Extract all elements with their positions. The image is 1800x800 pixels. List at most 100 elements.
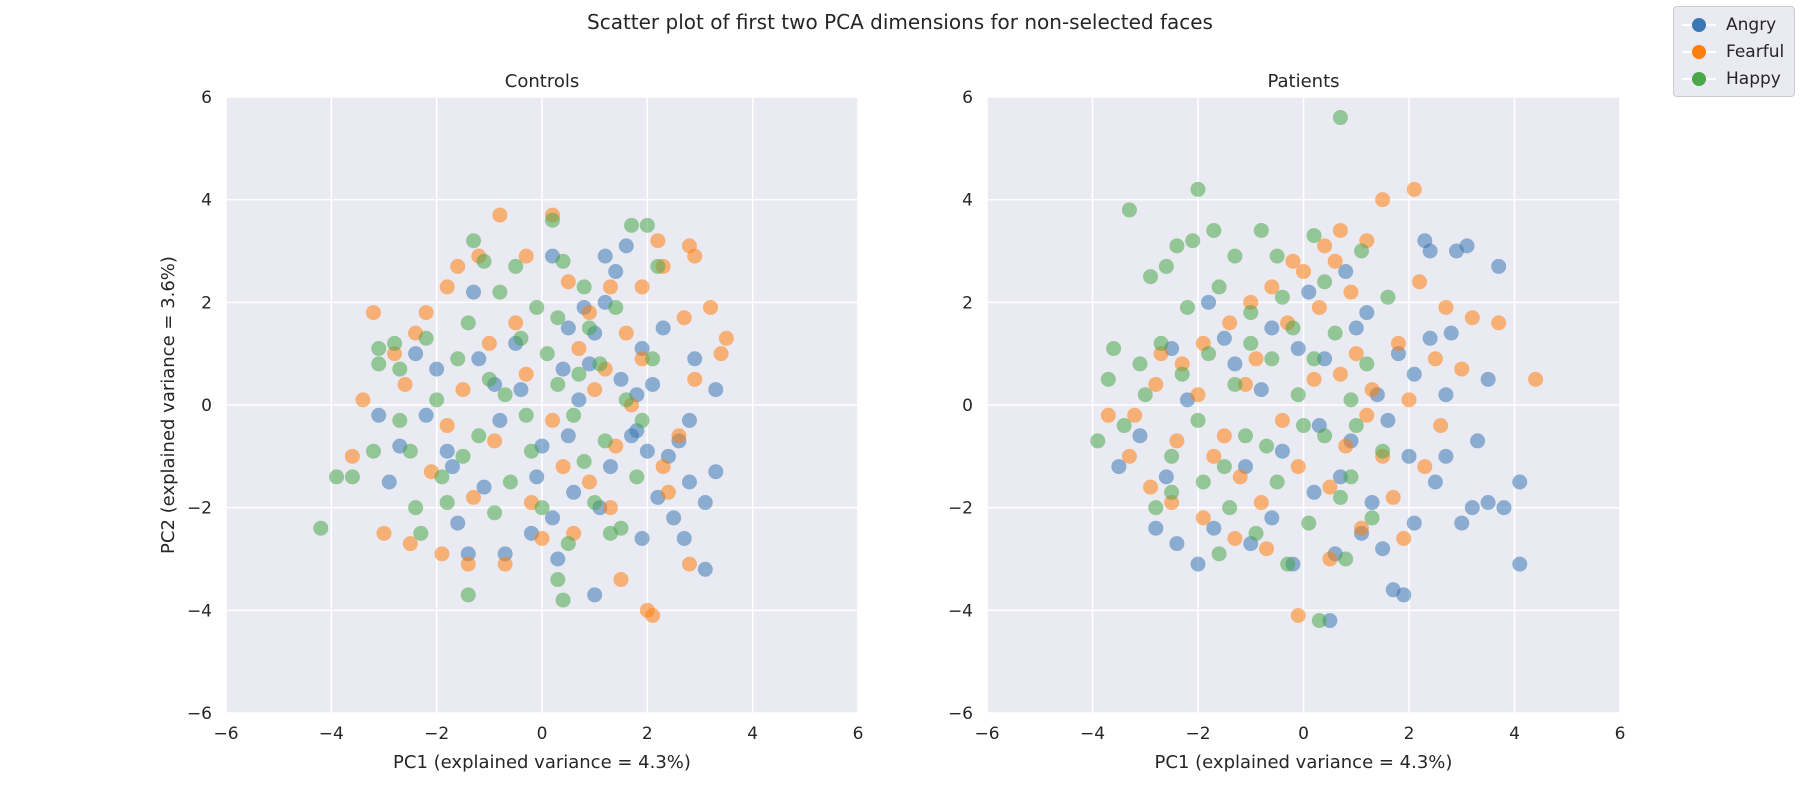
data-point [545,212,561,228]
data-point [450,258,466,274]
data-point [1206,448,1222,464]
data-point [1158,258,1174,274]
data-point [1364,382,1380,398]
data-point [1427,474,1443,490]
y-tick-label: −2 [187,499,212,519]
data-point [1201,294,1217,310]
data-point [1390,335,1406,351]
data-point [1153,346,1169,362]
data-point [418,407,434,423]
legend-marker-icon [1682,71,1716,86]
data-point [1359,305,1375,321]
data-point [1190,387,1206,403]
data-point [1248,351,1264,367]
data-point [1169,238,1185,254]
data-point [1190,181,1206,197]
data-point [355,392,371,408]
x-tick-label: 2 [1404,724,1415,744]
data-point [1448,243,1464,259]
data-point [1396,530,1412,546]
x-tick-label: 0 [537,724,548,744]
data-point [1237,376,1253,392]
data-point [1327,253,1343,269]
data-point [1354,243,1370,259]
data-point [487,433,503,449]
data-point [387,346,403,362]
data-point [1496,500,1512,516]
data-point [587,587,603,603]
legend: Angry Fearful Happy [1673,6,1795,97]
data-point [1528,371,1544,387]
figure-title: Scatter plot of first two PCA dimensions… [587,10,1213,34]
data-point [408,500,424,516]
subplot-title: Patients [1267,71,1339,92]
data-point [1169,536,1185,552]
y-axis-label: PC2 (explained variance = 3.6%) [158,256,179,554]
data-point [1332,110,1348,126]
data-point [1227,376,1243,392]
data-point [555,592,571,608]
data-point [481,371,497,387]
data-point [1143,269,1159,285]
data-point [497,387,513,403]
data-point [1359,356,1375,372]
data-point [618,238,634,254]
data-point [455,382,471,398]
data-point [1132,356,1148,372]
data-point [1164,448,1180,464]
x-tick-label: 4 [1509,724,1520,744]
data-point [618,392,634,408]
data-point [1253,382,1269,398]
data-point [571,366,587,382]
data-point [1390,346,1406,362]
data-point [1306,484,1322,500]
data-point [697,495,713,511]
data-point [592,356,608,372]
data-point [645,376,661,392]
data-point [1274,289,1290,305]
data-point [1127,407,1143,423]
data-point [1290,607,1306,623]
data-point [371,341,387,357]
data-point [1132,428,1148,444]
data-point [560,320,576,336]
data-point [555,253,571,269]
data-point [650,258,666,274]
y-tick-label: 4 [962,191,973,211]
data-point [365,443,381,459]
data-point [1338,438,1354,454]
y-tick-label: 6 [201,88,212,108]
data-point [1438,299,1454,315]
data-point [444,459,460,475]
data-point [1153,335,1169,351]
data-point [434,546,450,562]
data-point [581,320,597,336]
data-point [1464,310,1480,326]
data-point [1280,556,1296,572]
data-point [555,361,571,377]
data-point [376,525,392,541]
data-point [1232,469,1248,485]
data-point [513,330,529,346]
data-point [713,346,729,362]
data-point [1253,222,1269,238]
data-point [1443,325,1459,341]
data-point [529,299,545,315]
data-point [1438,387,1454,403]
data-point [560,536,576,552]
data-point [581,356,597,372]
data-point [1100,407,1116,423]
data-point [471,351,487,367]
data-point [1285,253,1301,269]
data-point [1290,459,1306,475]
data-point [402,443,418,459]
x-tick-label: −2 [1185,724,1210,744]
data-point [534,500,550,516]
y-tick-label: 0 [962,396,973,416]
legend-dot-angry [1692,17,1706,32]
data-point [1406,515,1422,531]
data-point [1201,346,1217,362]
data-point [681,556,697,572]
data-point [460,556,476,572]
